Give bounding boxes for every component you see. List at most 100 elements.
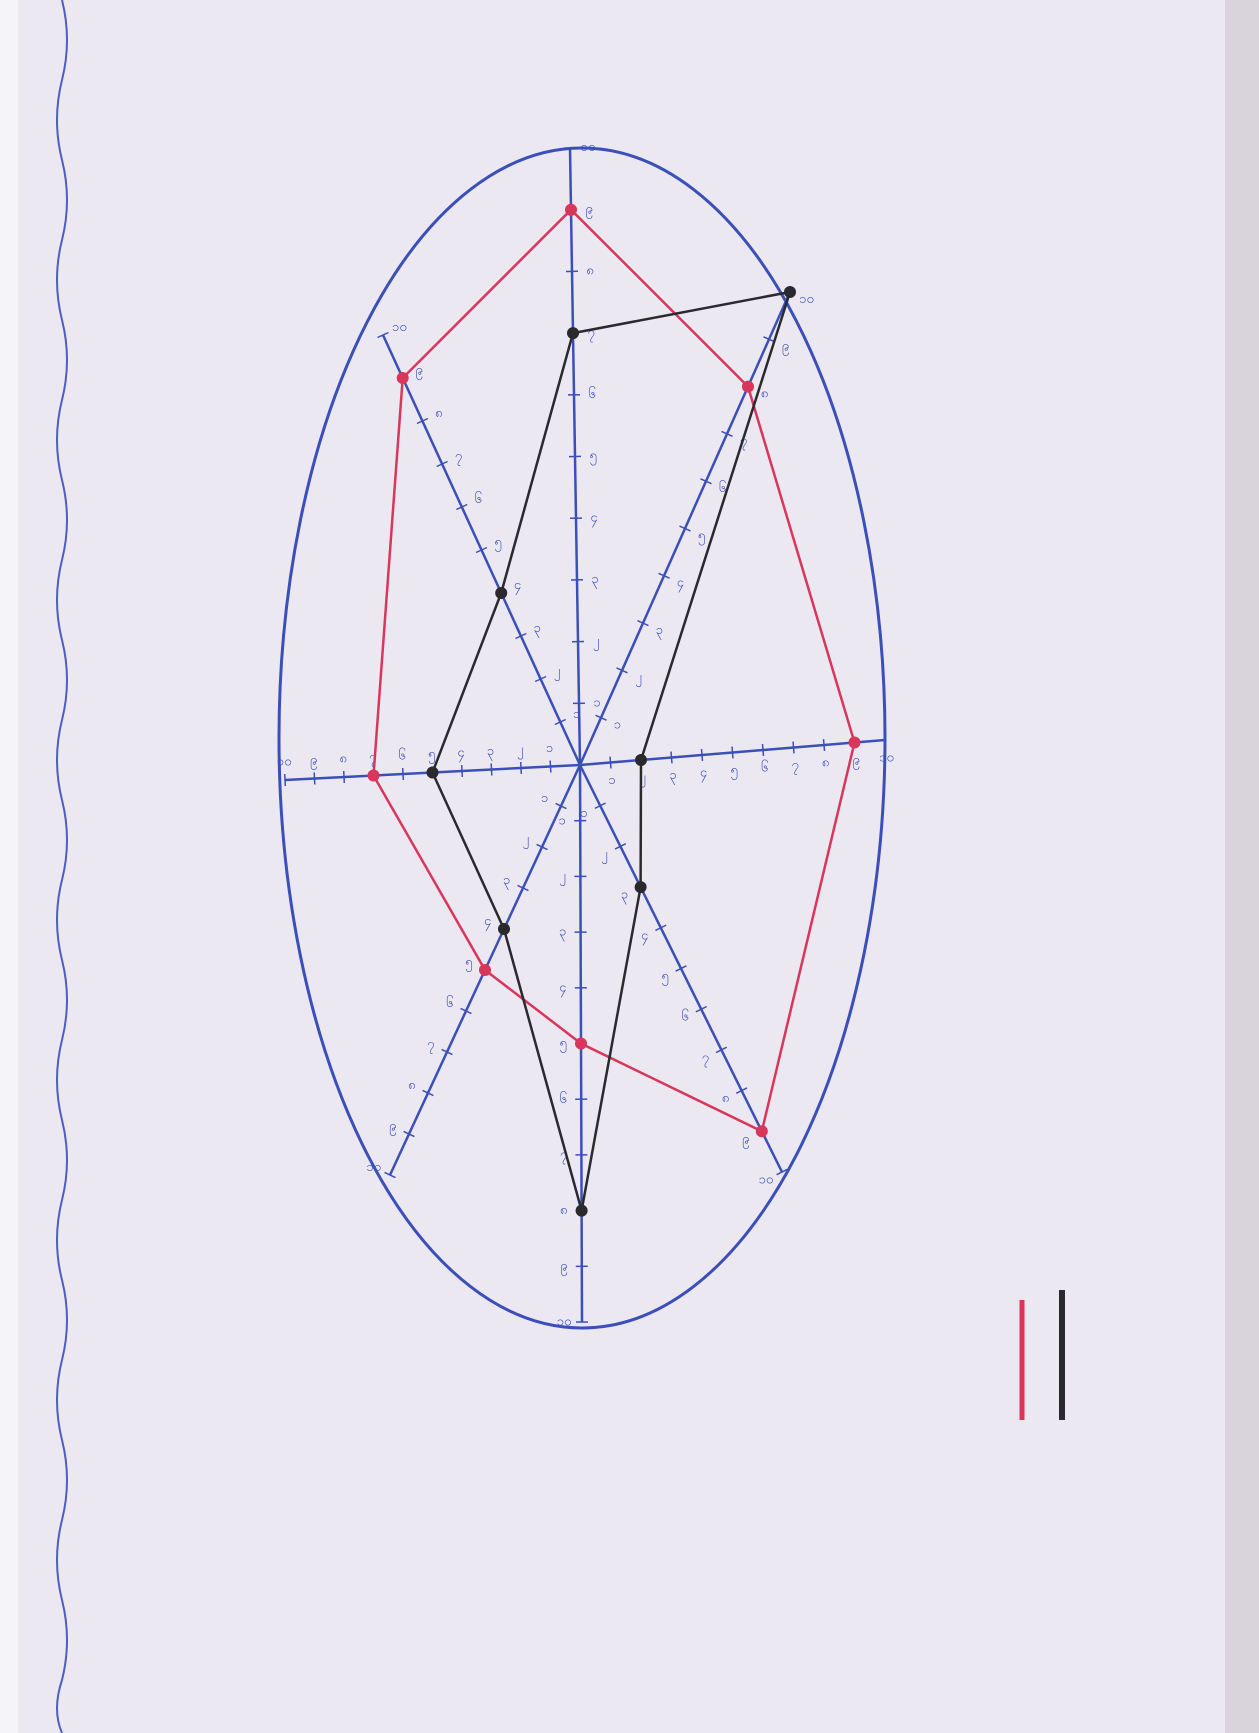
tick-label: ၁ bbox=[608, 773, 615, 788]
tick-label: ၉ bbox=[852, 753, 859, 770]
tick-label: ၁၀ bbox=[879, 750, 894, 765]
tick-mark bbox=[491, 764, 492, 776]
tick-label: ၉ bbox=[585, 202, 592, 219]
tick-label: ၆ bbox=[681, 1009, 688, 1025]
tick-mark bbox=[702, 749, 703, 761]
tick-label: ၃ bbox=[534, 621, 541, 638]
tick-label: ၄ bbox=[457, 746, 465, 763]
tick-label: ၈ bbox=[339, 752, 346, 767]
table-edge bbox=[1225, 0, 1259, 1733]
tick-mark bbox=[285, 774, 286, 786]
data-point bbox=[397, 372, 409, 384]
tick-label: ၆ bbox=[560, 1091, 567, 1107]
data-point bbox=[498, 923, 510, 935]
tick-label: ၄ bbox=[641, 928, 649, 945]
tick-label: ၂ bbox=[554, 664, 560, 681]
tick-label: ၈ bbox=[761, 386, 768, 401]
tick-mark bbox=[885, 734, 886, 746]
data-point bbox=[565, 204, 577, 216]
tick-label: ၆ bbox=[761, 759, 768, 775]
tick-mark bbox=[344, 771, 345, 783]
tick-label: ၅ bbox=[698, 528, 705, 545]
tick-label: ၂ bbox=[517, 743, 523, 760]
data-point bbox=[756, 1125, 768, 1137]
tick-label: ၂ bbox=[522, 832, 528, 849]
tick-label: ၈ bbox=[560, 1203, 567, 1218]
tick-label: ၁ bbox=[573, 707, 580, 722]
data-point bbox=[567, 327, 579, 339]
tick-label: ၈ bbox=[408, 1078, 415, 1093]
tick-label: ၅ bbox=[661, 969, 668, 986]
tick-label: ၂ bbox=[593, 634, 599, 651]
tick-label: ၈ bbox=[435, 406, 442, 421]
tick-label: ၉ bbox=[782, 339, 789, 356]
tick-label: ၈ bbox=[586, 264, 593, 279]
tick-mark bbox=[403, 768, 404, 780]
tick-mark bbox=[521, 762, 522, 774]
tick-label: ၁ bbox=[580, 806, 587, 821]
tick-label: ၆ bbox=[475, 491, 482, 507]
tick-label: ၁၀ bbox=[581, 140, 596, 155]
tick-label: ၃ bbox=[487, 744, 494, 761]
tick-mark bbox=[550, 761, 551, 773]
tick-label: ၂ bbox=[559, 869, 565, 886]
tick-mark bbox=[824, 739, 825, 751]
paper-edge bbox=[0, 0, 18, 1733]
tick-label: ၃ bbox=[669, 768, 676, 785]
data-point bbox=[368, 770, 380, 782]
tick-label: ၉ bbox=[310, 753, 317, 770]
tick-label: ၁ bbox=[546, 741, 553, 756]
data-point bbox=[784, 286, 796, 298]
tick-label: ၁ bbox=[614, 718, 621, 733]
tick-label: ၇ bbox=[427, 1037, 434, 1054]
tick-label: ၉ bbox=[742, 1132, 749, 1149]
tick-label: ၁၀ bbox=[392, 320, 407, 335]
tick-label: ၁၀ bbox=[799, 292, 814, 307]
tick-label: ၅ bbox=[730, 763, 737, 780]
tick-mark bbox=[763, 744, 764, 756]
data-point bbox=[635, 754, 647, 766]
tick-label: ၆ bbox=[398, 748, 405, 764]
tick-mark bbox=[314, 773, 315, 785]
tick-label: ၃ bbox=[559, 925, 566, 942]
tick-label: ၅ bbox=[559, 1036, 566, 1053]
tick-label: ၇ bbox=[587, 325, 594, 342]
data-point bbox=[849, 737, 861, 749]
data-point bbox=[575, 1038, 587, 1050]
tick-label: ၄ bbox=[514, 578, 522, 595]
tick-mark bbox=[610, 757, 611, 769]
tick-label: ၃ bbox=[503, 873, 510, 890]
tick-label: ၅ bbox=[428, 747, 435, 764]
tick-label: ၁၀ bbox=[759, 1173, 774, 1188]
tick-label: ၄ bbox=[559, 980, 567, 997]
tick-label: ၉ bbox=[389, 1119, 396, 1136]
tick-label: ၇ bbox=[702, 1050, 709, 1067]
tick-mark bbox=[462, 765, 463, 777]
data-point bbox=[495, 587, 507, 599]
tick-label: ၄ bbox=[590, 510, 598, 527]
tick-label: ၁၀ bbox=[366, 1160, 381, 1175]
tick-label: ၈ bbox=[822, 755, 829, 770]
tick-label: ၁ bbox=[593, 696, 600, 711]
tick-label: ၇ bbox=[455, 449, 462, 466]
tick-mark bbox=[732, 747, 733, 759]
data-point bbox=[742, 381, 754, 393]
data-point bbox=[427, 767, 439, 779]
chart: ၁၂၃၄၅၆၇၈၉၁၀၁၂၃၄၅၆၇၈၉၁၀၁၂၃၄၅၆၇၈၉၁၀၁၂၃၄၅၆၇… bbox=[0, 0, 1259, 1733]
tick-label: ၉ bbox=[560, 1259, 567, 1276]
tick-label: ၄ bbox=[677, 576, 685, 593]
tick-label: ၁ bbox=[541, 791, 548, 806]
tick-label: ၁၀ bbox=[557, 1315, 572, 1330]
tick-label: ၃ bbox=[656, 623, 663, 640]
data-point bbox=[479, 964, 491, 976]
tick-label: ၇ bbox=[791, 758, 798, 775]
tick-label: ၄ bbox=[700, 765, 708, 782]
tick-mark bbox=[671, 752, 672, 764]
tick-label: ၃ bbox=[591, 572, 598, 589]
tick-label: ၅ bbox=[589, 449, 596, 466]
tick-label: ၅ bbox=[494, 535, 501, 552]
tick-label: ၃ bbox=[621, 888, 628, 905]
tick-label: ၈ bbox=[722, 1091, 729, 1106]
tick-mark bbox=[793, 742, 794, 754]
tick-label: ၆ bbox=[446, 995, 453, 1011]
